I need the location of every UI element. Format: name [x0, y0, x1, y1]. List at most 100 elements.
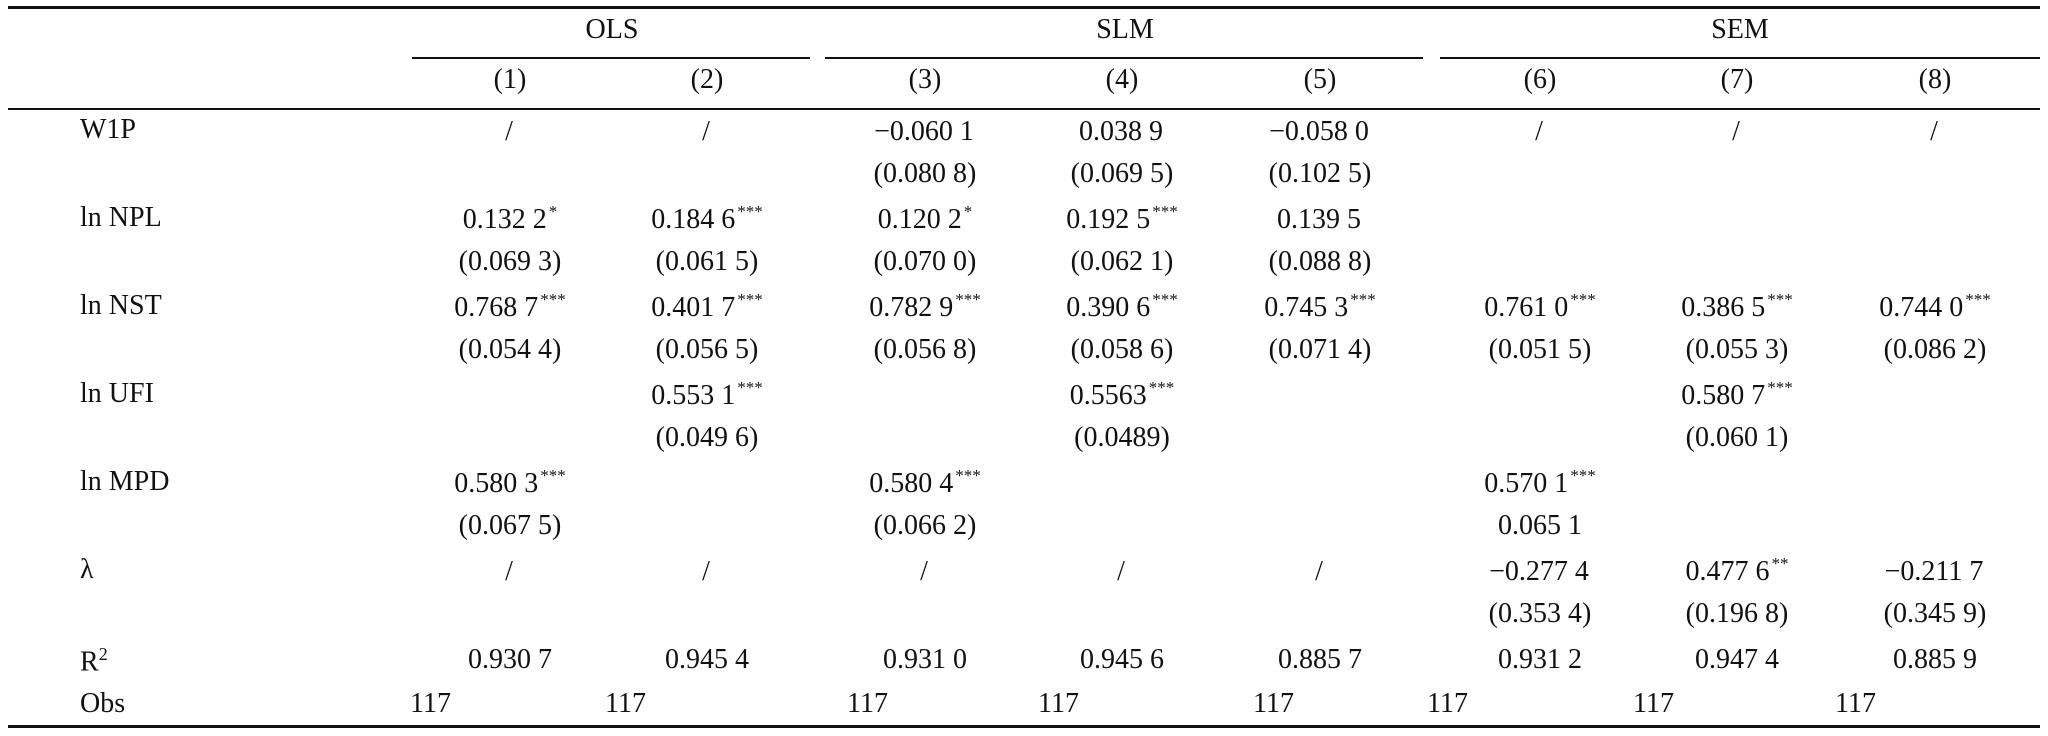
- coefficient-cell: 0.184 6 ***: [597, 202, 817, 236]
- significance-stars: ***: [1570, 290, 1596, 309]
- obs-value: 117: [410, 688, 451, 719]
- column-header: (6): [1523, 64, 1557, 95]
- standard-error-cell: (0.049 6): [655, 422, 759, 453]
- coefficient-cell: 0.401 7 ***: [597, 290, 817, 324]
- r2-value: 0.947 4: [1695, 644, 1779, 675]
- coefficient-value: 0.744 0: [1879, 292, 1964, 323]
- coefficient-value: /: [1732, 116, 1740, 147]
- coefficient-value: −0.277 4: [1489, 556, 1589, 587]
- standard-error-cell: (0.061 5): [655, 246, 759, 277]
- column-header: (5): [1303, 64, 1337, 95]
- coefficient-cell: −0.058 0: [1210, 114, 1430, 148]
- coefficient-cell: /: [1210, 554, 1430, 588]
- coefficient-value: 0.553 1: [651, 380, 736, 411]
- coefficient-value: /: [702, 556, 710, 587]
- standard-error-cell: (0.070 0): [873, 246, 977, 277]
- coefficient-value: 0.570 1: [1484, 468, 1569, 499]
- standard-error-cell: (0.066 2): [873, 510, 977, 541]
- column-header: (7): [1720, 64, 1754, 95]
- row-label: λ: [80, 554, 94, 585]
- coefficient-value: 0.120 2: [877, 204, 962, 235]
- coefficient-value: 0.192 5: [1066, 204, 1151, 235]
- column-header: (4): [1105, 64, 1139, 95]
- coefficient-value: 0.386 5: [1681, 292, 1766, 323]
- standard-error-cell: (0.0489): [1074, 422, 1170, 453]
- standard-error-cell: (0.069 3): [458, 246, 562, 277]
- coefficient-cell: /: [400, 554, 620, 588]
- coefficient-cell: [1012, 466, 1232, 500]
- coefficient-cell: 0.782 9 ***: [815, 290, 1035, 324]
- standard-error-cell: (0.056 5): [655, 334, 759, 365]
- coefficient-cell: 0.761 0 ***: [1430, 290, 1650, 324]
- r2-value: 0.945 4: [665, 644, 749, 675]
- coefficient-value: 0.390 6: [1066, 292, 1151, 323]
- standard-error-cell: (0.051 5): [1488, 334, 1592, 365]
- standard-error-cell: (0.060 1): [1685, 422, 1789, 453]
- standard-error-cell: (0.058 6): [1070, 334, 1174, 365]
- coefficient-value: −0.058 0: [1269, 116, 1369, 147]
- obs-value: 117: [1835, 688, 1876, 719]
- coefficient-value: 0.5563: [1069, 380, 1147, 411]
- coefficient-cell: [597, 466, 817, 500]
- coefficient-cell: 0.139 5: [1210, 202, 1430, 236]
- r2-value: 0.930 7: [468, 644, 552, 675]
- obs-label: Obs: [80, 688, 126, 719]
- slm-underline: [825, 57, 1423, 59]
- significance-stars: ***: [1350, 290, 1376, 309]
- obs-value: 117: [1253, 688, 1294, 719]
- group-header-slm: SLM: [1096, 14, 1154, 45]
- r2-value: 0.885 9: [1893, 644, 1977, 675]
- group-header-sem: SEM: [1711, 14, 1769, 45]
- ols-underline: [412, 57, 810, 59]
- coefficient-value: 0.184 6: [651, 204, 736, 235]
- coefficient-value: 0.139 5: [1277, 204, 1361, 235]
- significance-stars: ***: [1570, 466, 1596, 485]
- column-header: (8): [1918, 64, 1952, 95]
- significance-stars: ***: [737, 290, 763, 309]
- r2-value: 0.931 0: [883, 644, 967, 675]
- coefficient-cell: /: [815, 554, 1035, 588]
- significance-stars: ***: [955, 290, 981, 309]
- significance-stars: ***: [1152, 290, 1178, 309]
- significance-stars: ***: [737, 202, 763, 221]
- significance-stars: ***: [1767, 378, 1793, 397]
- coefficient-value: /: [1930, 116, 1938, 147]
- standard-error-cell: (0.062 1): [1070, 246, 1174, 277]
- column-header: (2): [690, 64, 724, 95]
- coefficient-value: 0.401 7: [651, 292, 736, 323]
- row-label: ln UFI: [80, 378, 154, 409]
- coefficient-cell: 0.038 9: [1012, 114, 1232, 148]
- coefficient-cell: 0.553 1 ***: [597, 378, 817, 412]
- coefficient-value: 0.768 7: [454, 292, 539, 323]
- standard-error-cell: (0.086 2): [1883, 334, 1987, 365]
- coefficient-value: 0.761 0: [1484, 292, 1569, 323]
- coefficient-cell: 0.477 6 **: [1627, 554, 1847, 588]
- coefficient-value: −0.060 1: [874, 116, 974, 147]
- significance-stars: ***: [955, 466, 981, 485]
- coefficient-cell: [1627, 202, 1847, 236]
- obs-value: 117: [1427, 688, 1468, 719]
- coefficient-cell: [1825, 466, 2045, 500]
- sem-underline: [1440, 57, 2040, 59]
- top-rule: [8, 6, 2040, 9]
- standard-error-cell: (0.069 5): [1070, 158, 1174, 189]
- significance-stars: ***: [540, 466, 566, 485]
- coefficient-cell: 0.5563 ***: [1012, 378, 1232, 412]
- r2-label: R2: [80, 644, 108, 678]
- header-rule: [8, 108, 2040, 110]
- significance-stars: ***: [540, 290, 566, 309]
- standard-error-cell: 0.065 1: [1498, 510, 1582, 541]
- coefficient-cell: −0.277 4: [1430, 554, 1650, 588]
- significance-stars: ***: [1767, 290, 1793, 309]
- coefficient-cell: /: [1825, 114, 2045, 148]
- standard-error-cell: (0.080 8): [873, 158, 977, 189]
- coefficient-cell: 0.132 2 *: [400, 202, 620, 236]
- coefficient-value: /: [1535, 116, 1543, 147]
- significance-stars: **: [1771, 554, 1789, 573]
- coefficient-cell: [1210, 378, 1430, 412]
- column-header: (3): [908, 64, 942, 95]
- standard-error-cell: (0.196 8): [1685, 598, 1789, 629]
- coefficient-value: 0.477 6: [1685, 556, 1770, 587]
- r2-value: 0.945 6: [1080, 644, 1164, 675]
- r2-value: 0.885 7: [1278, 644, 1362, 675]
